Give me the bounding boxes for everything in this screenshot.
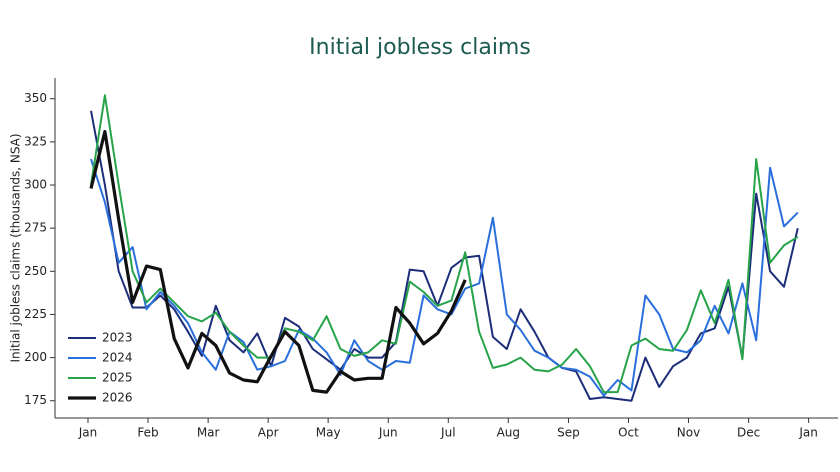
legend-label: 2023	[102, 331, 133, 345]
x-tick-label: Oct	[618, 426, 639, 440]
y-tick-label: 250	[24, 264, 47, 278]
x-tick-label: Jan	[78, 426, 98, 440]
x-tick-label: Sep	[557, 426, 580, 440]
x-tick-label: Apr	[258, 426, 279, 440]
series-line	[90, 94, 799, 394]
legend-label: 2026	[102, 391, 133, 405]
y-tick-label: 225	[24, 307, 47, 321]
x-tick-label: Nov	[677, 426, 700, 440]
legend-label: 2024	[102, 351, 133, 365]
series-line	[90, 158, 799, 397]
x-tick-label: May	[316, 426, 341, 440]
x-tick-label: Jul	[440, 426, 455, 440]
y-axis-label: Initial jobless claims (thousands, NSA)	[9, 133, 23, 362]
y-tick-label: 300	[24, 178, 47, 192]
x-tick-label: Mar	[197, 426, 220, 440]
y-tick-label: 200	[24, 350, 47, 364]
x-tick-label: Jun	[378, 426, 398, 440]
chart-title: Initial jobless claims	[309, 35, 531, 60]
x-tick-label: Feb	[137, 426, 158, 440]
series-line	[90, 110, 799, 402]
x-tick-label: Dec	[737, 426, 760, 440]
y-tick-label: 275	[24, 221, 47, 235]
x-tick-label: Jan	[798, 426, 818, 440]
x-tick-label: Aug	[497, 426, 520, 440]
legend-label: 2025	[102, 371, 133, 385]
y-tick-label: 350	[24, 91, 47, 105]
y-tick-label: 325	[24, 134, 47, 148]
y-tick-label: 175	[24, 393, 47, 407]
series-line	[89, 129, 467, 394]
